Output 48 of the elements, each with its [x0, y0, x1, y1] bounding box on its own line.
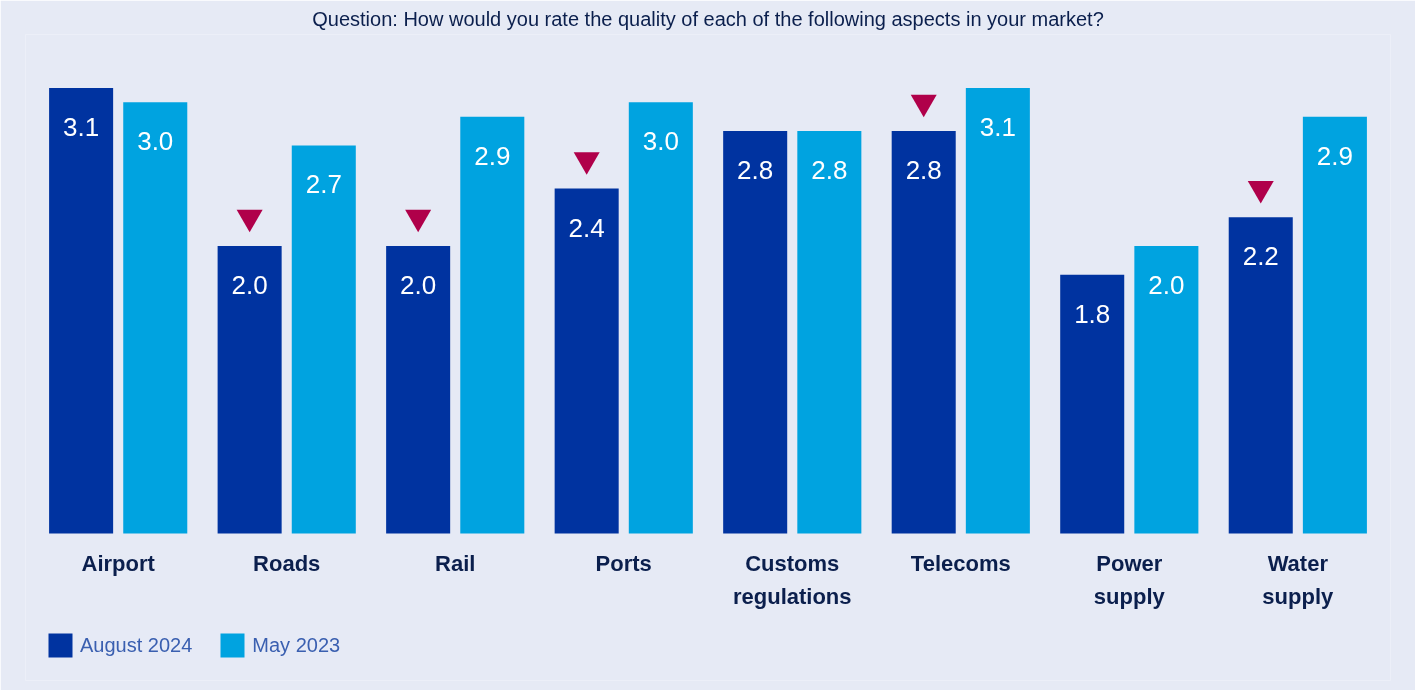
data-label: 2.0	[231, 270, 268, 301]
bar	[217, 246, 282, 534]
x-tick-label: Customs regulations	[732, 551, 852, 609]
data-label: 2.8	[905, 155, 942, 186]
point	[405, 209, 432, 233]
x-tick-label: Power supply	[1093, 551, 1166, 609]
legend-label: May 2023	[252, 633, 341, 657]
x-tick-label: Ports	[595, 551, 652, 577]
data-label: 2.0	[400, 270, 437, 301]
data-label: 2.8	[811, 155, 848, 186]
bar	[1060, 274, 1125, 534]
bar	[291, 145, 356, 534]
x-tick-label: Airport	[81, 551, 156, 577]
bar	[1134, 246, 1199, 534]
bar	[1302, 116, 1367, 534]
bar	[123, 102, 188, 534]
data-label: 2.7	[305, 169, 342, 200]
data-label: 2.8	[737, 155, 774, 186]
bar	[460, 116, 525, 534]
data-label: 2.0	[1148, 270, 1185, 301]
bar	[723, 131, 788, 534]
point	[910, 94, 937, 118]
bar	[1228, 217, 1293, 534]
x-tick-label: Rail	[435, 551, 476, 577]
x-tick-label: Telecoms	[910, 551, 1011, 577]
data-label: 2.9	[474, 140, 511, 171]
data-label: 3.0	[137, 126, 174, 157]
bar	[891, 131, 956, 534]
chart-title: Question: How would you rate the quality of each of the following aspects in your market?	[312, 7, 1104, 30]
x-tick-label: Water supply	[1262, 551, 1335, 609]
data-label: 2.4	[568, 212, 605, 243]
data-label: 3.1	[979, 111, 1016, 142]
data-label: 2.2	[1242, 241, 1279, 272]
bar	[386, 246, 451, 534]
bar	[554, 188, 619, 534]
point	[236, 209, 263, 233]
legend-label: August 2024	[80, 633, 193, 657]
bar	[965, 87, 1030, 534]
data-label: 1.8	[1074, 298, 1111, 329]
point	[573, 152, 600, 175]
point	[1247, 181, 1274, 204]
data-label: 3.0	[642, 126, 679, 157]
bar	[628, 102, 693, 534]
bar	[797, 131, 862, 534]
x-tick-label: Roads	[253, 551, 321, 577]
data-label: 2.9	[1316, 140, 1353, 171]
data-label: 3.1	[63, 111, 100, 142]
bar	[49, 87, 114, 534]
